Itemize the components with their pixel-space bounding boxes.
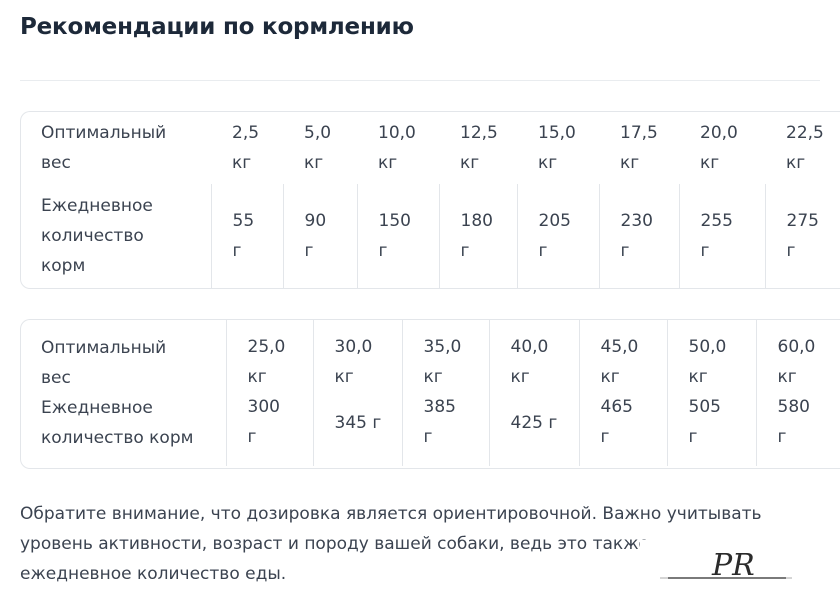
divider bbox=[20, 80, 820, 81]
watermark-text: PR bbox=[711, 548, 755, 583]
amount-cell: 180 г bbox=[438, 184, 517, 288]
amount-cell: 275 г bbox=[764, 184, 840, 288]
feeding-table-1: Оптимальный вес 2,5 кг 5,0 кг 10,0 кг 12,5 к… bbox=[20, 111, 840, 289]
page-title: Рекомендации по кормлению bbox=[20, 14, 414, 40]
weight-cell: 17,5 кг bbox=[620, 123, 658, 173]
column-cell: 60,0 кг 580 г bbox=[755, 320, 840, 466]
column-cell: 25,0 кг 300 г bbox=[225, 320, 313, 466]
weight-cell: 20,0 кг bbox=[700, 123, 738, 173]
amount-cell: 150 г bbox=[356, 184, 439, 288]
weight-cell: 5,0 кг bbox=[304, 123, 332, 173]
weight-cell: 12,5 кг bbox=[460, 123, 498, 173]
table-row-amount: Ежедневное количество корм 55 г 90 г 150 г … bbox=[21, 184, 840, 288]
feeding-note: Обратите внимание, что дозировка являетс… bbox=[20, 504, 762, 584]
column-cell: 45,0 кг 465 г bbox=[578, 320, 667, 466]
amount-cell: 205 г bbox=[516, 184, 599, 288]
column-cell: 30,0 кг 345 г bbox=[312, 320, 402, 466]
column-cell: 35,0 кг 385 г bbox=[401, 320, 489, 466]
table-row: Оптимальный вес Ежедневное количество ко… bbox=[21, 320, 840, 466]
weight-label: Оптимальный вес bbox=[41, 123, 167, 173]
amount-cell: 90 г bbox=[282, 184, 357, 288]
weight-cell: 22,5 кг bbox=[786, 123, 824, 173]
amount-cell: 255 г bbox=[678, 184, 765, 288]
row-labels: Оптимальный вес Ежедневное количество ко… bbox=[41, 338, 194, 448]
monogram-logo-icon: PR bbox=[640, 540, 800, 590]
amount-label: Ежедневное количество корм bbox=[41, 196, 153, 276]
feeding-table-2: Оптимальный вес Ежедневное количество ко… bbox=[20, 319, 840, 469]
weight-cell: 15,0 кг bbox=[538, 123, 576, 173]
weight-cell: 10,0 кг bbox=[378, 123, 416, 173]
column-cell: 40,0 кг 425 г bbox=[488, 320, 579, 466]
table-row-weight: Оптимальный вес 2,5 кг 5,0 кг 10,0 кг 12,5 к… bbox=[21, 112, 840, 184]
weight-cell: 2,5 кг bbox=[232, 123, 260, 173]
amount-cell: 230 г bbox=[598, 184, 679, 288]
amount-cell: 55 г bbox=[210, 184, 283, 288]
column-cell: 50,0 кг 505 г bbox=[666, 320, 756, 466]
